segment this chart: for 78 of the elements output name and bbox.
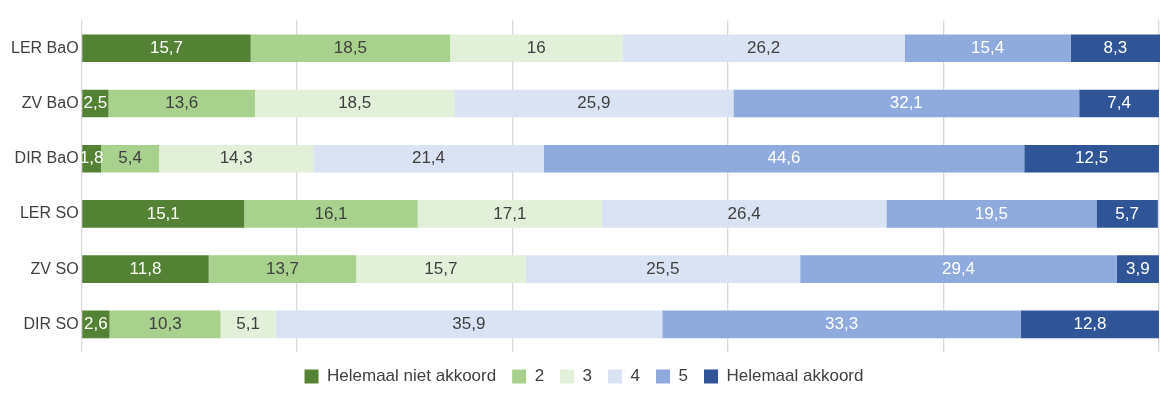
data-label: 12,8 [1073, 314, 1107, 334]
data-label: 16,1 [314, 203, 348, 223]
data-label: 19,5 [974, 203, 1008, 223]
data-label: 32,1 [889, 93, 923, 113]
data-label: 26,4 [727, 203, 761, 223]
bar [886, 200, 1097, 228]
y-tick-label: DIR SO [23, 314, 79, 332]
data-label: 5,7 [1115, 203, 1139, 223]
legend-label: 3 [582, 366, 593, 386]
bar [356, 255, 526, 283]
data-label: 15,4 [971, 37, 1005, 57]
data-label: 18,5 [338, 93, 372, 113]
bar [454, 89, 734, 118]
data-label: 5,1 [236, 314, 260, 334]
legend-label: Helemaal akkoord [726, 366, 864, 386]
y-tick-label: LER BaO [10, 38, 79, 56]
bar [1021, 310, 1159, 339]
data-label: 14,3 [219, 148, 253, 168]
bar [250, 34, 451, 63]
bar [1079, 89, 1159, 118]
data-label: 13,7 [265, 258, 300, 278]
data-label: 25,9 [577, 93, 611, 113]
bar [82, 255, 209, 283]
legend-label: 2 [534, 366, 545, 386]
bar [417, 200, 602, 228]
bar [108, 89, 256, 118]
bar [450, 34, 623, 63]
bar [255, 89, 455, 118]
data-label: 21,4 [411, 148, 446, 168]
legend-label: 5 [678, 366, 688, 386]
data-label: 2,6 [84, 314, 108, 334]
bar [622, 34, 905, 63]
bar [904, 34, 1071, 63]
bar [1070, 34, 1160, 63]
bar [275, 310, 663, 339]
bar [313, 144, 544, 173]
bar [601, 200, 887, 228]
legend-label: 4 [630, 366, 641, 386]
data-label: 15,1 [146, 203, 180, 223]
data-label: 25,5 [646, 258, 680, 278]
data-label: 10,3 [148, 314, 182, 334]
y-tick-label: ZV BaO [21, 93, 79, 111]
data-label: 2,5 [83, 93, 108, 113]
y-tick-label: ZV SO [30, 259, 79, 277]
bar [208, 255, 357, 283]
data-label: 29,4 [941, 258, 976, 278]
bar [733, 89, 1080, 118]
bar [82, 200, 245, 228]
data-label: 26,2 [746, 37, 781, 57]
data-label: 44,6 [767, 148, 801, 168]
data-label: 3,9 [1126, 258, 1150, 278]
data-label: 13,6 [165, 93, 199, 113]
bar [244, 200, 418, 228]
data-label: 33,3 [825, 314, 859, 334]
data-label: 15,7 [424, 258, 458, 278]
y-tick-label: DIR BaO [14, 149, 79, 167]
legend-label: Helemaal niet akkoord [327, 366, 497, 386]
data-label: 17,1 [493, 203, 527, 223]
data-label: 8,3 [1103, 37, 1128, 57]
data-label: 12,5 [1075, 148, 1109, 168]
bar [1096, 200, 1158, 228]
bar [109, 310, 221, 339]
bar [662, 310, 1022, 339]
bar [543, 144, 1025, 173]
data-label: 35,9 [452, 314, 486, 334]
bar [159, 144, 314, 173]
data-label: 15,7 [149, 37, 184, 57]
data-label: 18,5 [333, 37, 367, 57]
bar [525, 255, 801, 283]
data-label: 16 [526, 37, 546, 57]
bar [800, 255, 1117, 283]
bar [220, 310, 276, 339]
data-label: 5,4 [118, 148, 142, 168]
bar [1024, 144, 1159, 173]
bar [82, 34, 251, 63]
data-label: 11,8 [129, 258, 162, 278]
y-tick-label: LER SO [19, 204, 79, 222]
data-label: 7,4 [1107, 93, 1131, 113]
